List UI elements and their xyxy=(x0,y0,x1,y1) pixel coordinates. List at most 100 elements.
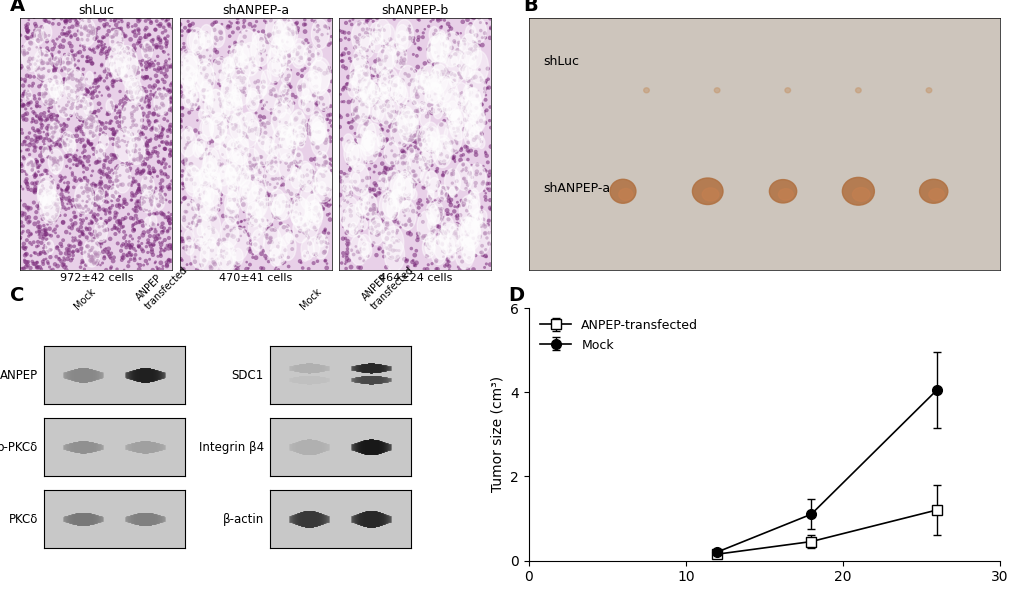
Point xyxy=(427,26,443,35)
Point xyxy=(154,193,170,202)
Point xyxy=(350,167,366,176)
Point xyxy=(411,32,427,42)
Point xyxy=(347,139,364,148)
Point xyxy=(437,228,453,237)
Circle shape xyxy=(358,234,371,255)
Point xyxy=(193,57,209,66)
Point xyxy=(74,135,91,145)
Point xyxy=(180,234,197,243)
Point xyxy=(455,199,472,209)
Point xyxy=(84,217,100,227)
Point xyxy=(309,34,325,43)
Point xyxy=(23,158,40,168)
Point xyxy=(90,256,106,266)
Point xyxy=(125,244,142,254)
Point xyxy=(348,93,365,103)
Point xyxy=(20,100,37,109)
Point xyxy=(36,91,52,101)
Point xyxy=(196,114,212,123)
Point xyxy=(151,121,167,130)
Point xyxy=(309,100,325,110)
Point xyxy=(247,94,263,104)
Circle shape xyxy=(350,222,357,235)
Point xyxy=(303,206,319,215)
Point xyxy=(463,240,479,249)
Point xyxy=(42,224,58,234)
Point xyxy=(361,186,377,196)
Point xyxy=(111,68,127,78)
Point xyxy=(153,68,169,77)
Circle shape xyxy=(219,135,233,159)
Point xyxy=(373,68,389,78)
Point xyxy=(359,24,375,34)
Point xyxy=(359,62,375,71)
Point xyxy=(18,258,35,267)
Point xyxy=(143,168,159,178)
Point xyxy=(229,235,246,245)
Point xyxy=(282,82,299,91)
Circle shape xyxy=(114,164,131,193)
Point xyxy=(180,219,197,228)
Point xyxy=(350,112,366,122)
Circle shape xyxy=(150,215,157,227)
Point xyxy=(270,27,286,37)
Point xyxy=(137,182,153,191)
Point xyxy=(55,104,71,113)
Point xyxy=(32,160,48,170)
Point xyxy=(313,238,329,247)
Point xyxy=(196,230,212,239)
Point xyxy=(446,89,463,99)
Point xyxy=(346,42,363,52)
Point xyxy=(240,209,257,219)
Point xyxy=(84,110,100,120)
Point xyxy=(154,176,170,185)
Point xyxy=(126,255,143,265)
Point xyxy=(68,96,85,105)
Point xyxy=(85,24,101,33)
Point xyxy=(63,103,79,113)
Point xyxy=(122,242,139,252)
Point xyxy=(395,158,412,168)
Point xyxy=(123,195,140,205)
Point xyxy=(279,64,296,74)
Point xyxy=(84,236,100,245)
Point xyxy=(13,74,30,84)
Circle shape xyxy=(358,196,369,214)
Point xyxy=(154,264,170,274)
Point xyxy=(53,184,69,194)
Point xyxy=(334,248,351,258)
Point xyxy=(391,191,408,201)
Circle shape xyxy=(95,189,104,205)
Circle shape xyxy=(200,241,220,274)
Point xyxy=(39,115,55,124)
Point xyxy=(202,77,218,86)
Point xyxy=(117,123,133,133)
Point xyxy=(260,118,276,127)
Point xyxy=(82,246,98,255)
Point xyxy=(323,155,339,165)
Point xyxy=(213,100,229,109)
Point xyxy=(118,251,135,260)
Point xyxy=(44,136,60,145)
Circle shape xyxy=(278,153,294,179)
Point xyxy=(64,171,81,180)
Point xyxy=(354,222,370,231)
Point xyxy=(157,26,173,35)
Point xyxy=(432,149,448,158)
Circle shape xyxy=(237,112,259,148)
Point xyxy=(161,54,177,64)
Text: SDC1: SDC1 xyxy=(231,369,264,382)
Point xyxy=(153,208,169,218)
Point xyxy=(449,126,466,135)
Point xyxy=(343,177,360,186)
Point xyxy=(437,51,453,60)
Point xyxy=(126,145,143,154)
Point xyxy=(420,180,436,189)
Point xyxy=(183,69,200,78)
Point xyxy=(185,90,202,100)
Point xyxy=(356,18,372,28)
Point xyxy=(175,157,192,166)
Point xyxy=(35,156,51,165)
Point xyxy=(312,148,328,158)
Circle shape xyxy=(447,51,466,83)
